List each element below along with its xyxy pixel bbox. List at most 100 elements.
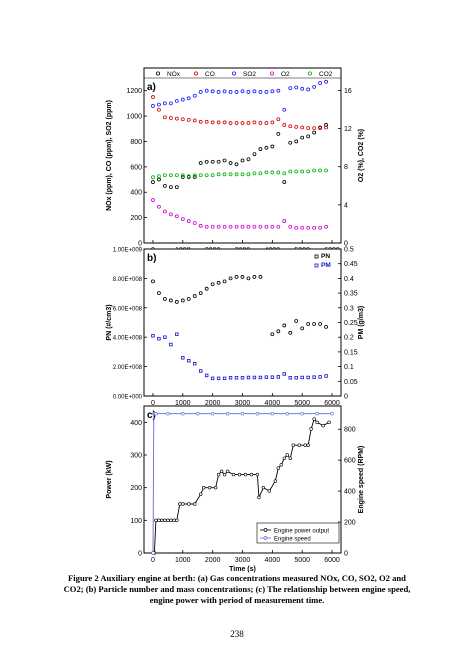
- y2-tick-label: 0.25: [344, 320, 358, 327]
- data-point: [193, 361, 197, 366]
- data-point: [282, 180, 287, 184]
- data-point: [306, 134, 311, 139]
- data-point: [174, 185, 179, 190]
- data-point: [225, 469, 230, 474]
- data-point: [187, 359, 191, 363]
- data-point: [246, 276, 251, 281]
- data-point: [198, 90, 203, 94]
- y-tick-label: 1000: [126, 114, 142, 121]
- data-point: [157, 102, 161, 107]
- data-point: [162, 101, 167, 106]
- data-point: [258, 147, 263, 151]
- y-tick-label: 400: [130, 420, 142, 427]
- data-point: [306, 87, 311, 92]
- data-point: [169, 342, 173, 347]
- data-point: [294, 319, 299, 323]
- legend-marker: [263, 528, 268, 532]
- legend-marker: [263, 536, 268, 540]
- data-point: [204, 173, 209, 178]
- data-point: [192, 221, 197, 225]
- y-axis-label: Power (kW): [106, 460, 113, 498]
- y2-tick-label: 0.4: [344, 276, 354, 283]
- data-point: [166, 518, 170, 523]
- data-point: [228, 224, 233, 229]
- data-point: [300, 86, 305, 91]
- data-point: [151, 198, 155, 202]
- data-point: [154, 412, 158, 416]
- y-tick-label: 2.00E+008: [113, 365, 143, 371]
- y-tick-label: 200: [130, 485, 142, 492]
- data-point: [321, 423, 325, 428]
- data-point: [198, 173, 203, 178]
- data-point: [151, 279, 155, 284]
- y2-axis-label: PM (g/m3): [358, 306, 365, 339]
- data-point: [282, 372, 286, 376]
- data-point: [234, 172, 239, 177]
- data-point: [157, 107, 161, 112]
- legend-marker: [314, 263, 319, 268]
- y2-tick-label: 0.2: [344, 335, 354, 342]
- data-point: [157, 174, 161, 179]
- data-point: [288, 224, 293, 229]
- data-point: [154, 518, 158, 523]
- data-point: [216, 120, 221, 125]
- data-point: [276, 466, 281, 470]
- y2-tick-label: 0: [344, 394, 348, 401]
- data-point: [180, 173, 185, 178]
- legend-entry: Engine speed: [274, 536, 311, 542]
- data-point: [288, 330, 293, 335]
- data-point: [178, 502, 182, 506]
- data-point: [222, 89, 227, 94]
- y-axis-label: PN (#/cm3): [106, 304, 113, 340]
- data-point: [246, 90, 251, 94]
- data-point: [315, 412, 319, 416]
- data-point: [174, 98, 179, 103]
- data-point: [282, 107, 287, 112]
- data-point: [228, 161, 233, 165]
- data-point: [300, 135, 305, 140]
- data-point: [294, 376, 298, 380]
- data-point: [186, 297, 191, 301]
- data-point: [192, 175, 197, 179]
- y2-tick-label: 0.15: [344, 349, 358, 356]
- data-point: [222, 224, 227, 229]
- data-point: [168, 101, 173, 106]
- data-point: [240, 376, 245, 380]
- data-point: [222, 172, 227, 177]
- data-point: [169, 518, 173, 523]
- data-point: [204, 159, 209, 164]
- y-tick-label: 4.00E+008: [113, 336, 143, 342]
- data-point: [174, 300, 179, 304]
- data-point: [285, 453, 289, 457]
- data-point: [240, 158, 245, 163]
- legend-marker: [193, 71, 198, 76]
- data-point: [264, 90, 269, 94]
- panel-b-legend: PN PM: [314, 253, 331, 269]
- data-point: [252, 171, 257, 176]
- y2-tick-label: 4: [344, 202, 348, 209]
- x-tick-label: 5000: [294, 557, 310, 564]
- y2-tick-label: 0.35: [344, 291, 358, 298]
- data-point: [294, 169, 299, 174]
- legend-entry: O2: [281, 71, 290, 78]
- data-point: [174, 116, 179, 121]
- data-point: [240, 172, 245, 177]
- data-point: [312, 168, 317, 173]
- data-point: [252, 224, 257, 229]
- data-point: [174, 173, 179, 178]
- panel-b-frame: [143, 248, 342, 397]
- data-point: [312, 417, 316, 421]
- data-point: [276, 224, 281, 229]
- data-point: [255, 412, 260, 416]
- data-point: [246, 157, 251, 162]
- data-point: [270, 144, 275, 149]
- data-point: [306, 322, 311, 326]
- data-point: [288, 169, 293, 174]
- data-point: [151, 104, 155, 108]
- data-point: [151, 95, 155, 99]
- x-tick-label: 5000: [294, 400, 310, 407]
- data-point: [303, 443, 307, 447]
- data-point: [151, 180, 155, 184]
- data-point: [181, 502, 185, 506]
- y2-tick-label: 0.45: [344, 261, 358, 268]
